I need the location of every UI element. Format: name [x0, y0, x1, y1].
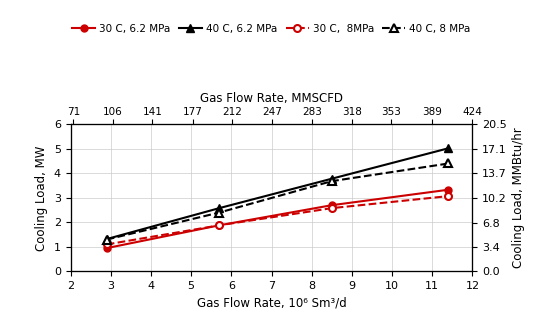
Line: 40 C, 6.2 MPa: 40 C, 6.2 MPa	[103, 144, 452, 243]
Line: 30 C, 6.2 MPa: 30 C, 6.2 MPa	[103, 186, 452, 251]
40 C, 8 MPa	[445, 162, 452, 165]
40 C, 6.2 MPa	[104, 237, 110, 241]
Y-axis label: Cooling Load, MW: Cooling Load, MW	[35, 145, 48, 250]
Line: 30 C,  8MPa: 30 C, 8MPa	[103, 193, 452, 248]
Legend: 30 C, 6.2 MPa, 40 C, 6.2 MPa, 30 C,  8MPa, 40 C, 8 MPa: 30 C, 6.2 MPa, 40 C, 6.2 MPa, 30 C, 8MPa…	[72, 24, 471, 34]
30 C,  8MPa	[104, 242, 110, 247]
30 C, 6.2 MPa	[329, 203, 335, 207]
X-axis label: Gas Flow Rate, 10⁶ Sm³/d: Gas Flow Rate, 10⁶ Sm³/d	[197, 297, 346, 310]
40 C, 6.2 MPa	[216, 206, 223, 210]
X-axis label: Gas Flow Rate, MMSCFD: Gas Flow Rate, MMSCFD	[200, 93, 343, 105]
40 C, 6.2 MPa	[445, 146, 452, 150]
40 C, 8 MPa	[329, 179, 335, 183]
40 C, 6.2 MPa	[329, 177, 335, 181]
30 C, 6.2 MPa	[445, 188, 452, 192]
Y-axis label: Cooling Load, MMBtu/hr: Cooling Load, MMBtu/hr	[513, 128, 526, 268]
40 C, 8 MPa	[104, 237, 110, 241]
30 C, 6.2 MPa	[104, 246, 110, 250]
30 C,  8MPa	[445, 194, 452, 198]
30 C,  8MPa	[216, 223, 223, 227]
40 C, 8 MPa	[216, 211, 223, 215]
30 C, 6.2 MPa	[216, 223, 223, 227]
30 C,  8MPa	[329, 206, 335, 210]
Line: 40 C, 8 MPa: 40 C, 8 MPa	[103, 159, 452, 244]
